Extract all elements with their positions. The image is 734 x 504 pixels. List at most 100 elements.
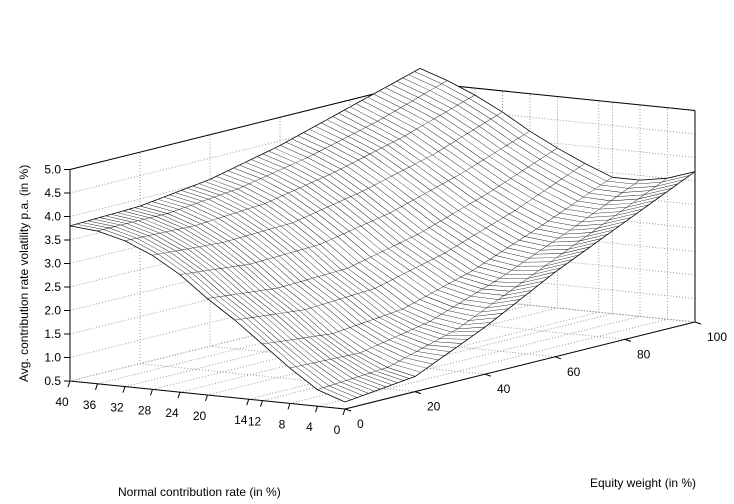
surface-y-line	[244, 159, 252, 163]
surface-x-line	[616, 194, 645, 198]
surface-patch	[344, 327, 378, 348]
surface-patch	[367, 94, 401, 112]
surface-patch	[540, 155, 574, 176]
surface-y-line	[181, 248, 188, 251]
surface-y-line	[426, 154, 433, 159]
surface-x-line	[475, 200, 504, 219]
surface-y-line	[677, 179, 684, 185]
surface-patch	[250, 156, 285, 171]
surface-x-line	[305, 185, 334, 205]
surface-patch	[224, 214, 258, 235]
surface-patch	[422, 122, 456, 145]
surface-patch	[165, 230, 200, 248]
surface-patch	[403, 167, 437, 191]
surface-x-line	[470, 295, 499, 301]
surface-x-line	[454, 280, 483, 290]
surface-patch	[615, 205, 649, 216]
surface-y-line	[209, 176, 217, 180]
surface-patch	[278, 168, 312, 186]
surface-y-line	[524, 232, 532, 237]
surface-patch	[390, 311, 425, 327]
surface-patch	[348, 354, 382, 372]
surface-patch	[105, 214, 139, 223]
surface-y-line	[234, 318, 241, 321]
surface-y-line	[573, 240, 581, 246]
surface-y-line	[589, 242, 597, 248]
surface-y-line	[157, 196, 164, 200]
surface-y-line	[537, 281, 544, 287]
surface-y-line	[472, 266, 479, 272]
surface-patch	[340, 166, 375, 189]
surface-patch	[248, 291, 282, 315]
surface-patch	[382, 248, 416, 271]
surface-patch	[262, 151, 296, 166]
surface-y-line	[633, 179, 641, 185]
surface-patch	[170, 251, 204, 273]
surface-patch	[597, 217, 631, 229]
surface-patch	[445, 108, 480, 131]
surface-y-line	[554, 267, 562, 273]
surface-patch	[240, 236, 274, 260]
surface-patch	[181, 249, 215, 271]
surface-patch	[397, 170, 431, 194]
surface-x-line	[445, 111, 474, 131]
surface-y-line	[329, 171, 336, 176]
surface-y-line	[250, 156, 257, 160]
surface-patch	[489, 152, 523, 175]
surface-patch	[377, 118, 411, 137]
surface-y-line	[291, 135, 298, 140]
surface-x-line	[476, 292, 505, 296]
surface-y-line	[562, 249, 569, 254]
surface-x-line	[585, 229, 614, 238]
surface-patch	[539, 259, 573, 271]
surface-x-line	[124, 240, 153, 256]
surface-patch	[396, 78, 430, 95]
surface-y-line	[441, 310, 448, 315]
surface-y-line	[624, 217, 632, 223]
surface-patch	[398, 273, 432, 297]
surface-x-line	[359, 130, 388, 146]
surface-y-line	[99, 215, 106, 219]
surface-x-line	[564, 232, 592, 235]
surface-patch	[245, 234, 280, 258]
surface-y-line	[508, 303, 515, 310]
surface-patch	[453, 303, 487, 313]
y-tick-label: 4	[306, 420, 313, 434]
surface-patch	[574, 234, 608, 246]
surface-y-line	[203, 269, 210, 272]
surface-x-line	[155, 216, 184, 229]
surface-patch	[324, 273, 358, 296]
surface-patch	[208, 197, 242, 213]
surface-patch	[169, 192, 203, 204]
surface-y-line	[443, 351, 451, 357]
surface-patch	[480, 304, 515, 313]
surface-patch	[599, 203, 633, 210]
surface-x-line	[528, 166, 557, 184]
surface-patch	[380, 179, 414, 204]
surface-patch	[529, 253, 563, 259]
surface-y-line	[198, 181, 205, 185]
surface-x-line	[173, 211, 201, 225]
surface-patch	[367, 319, 401, 338]
surface-y-line	[395, 206, 402, 211]
surface-x-line	[538, 194, 567, 210]
surface-patch	[412, 97, 446, 116]
surface-patch	[353, 262, 387, 286]
surface-patch	[445, 249, 479, 271]
surface-x-line	[503, 217, 532, 234]
surface-patch	[145, 201, 180, 212]
surface-patch	[220, 267, 255, 293]
surface-patch	[295, 281, 329, 305]
surface-y-line	[354, 352, 361, 355]
surface-x-line	[109, 227, 137, 239]
surface-patch	[395, 107, 429, 126]
surface-y-line	[484, 322, 492, 328]
surface-y-line	[464, 296, 472, 301]
surface-y-line	[523, 258, 530, 263]
surface-x-line	[242, 293, 271, 316]
surface-patch	[609, 209, 643, 221]
surface-y-line	[498, 295, 505, 301]
surface-y-line	[441, 80, 448, 85]
y-tick-mark	[122, 386, 126, 393]
surface-patch	[360, 127, 394, 146]
